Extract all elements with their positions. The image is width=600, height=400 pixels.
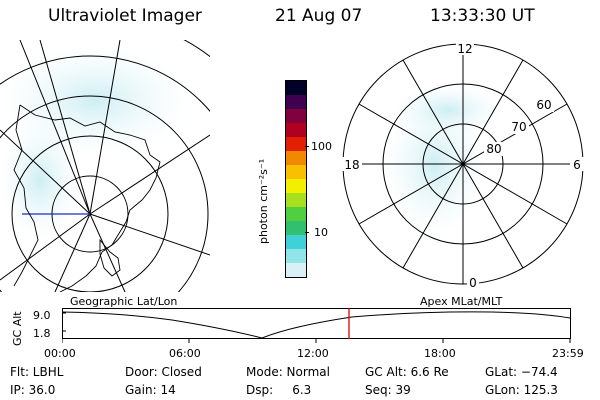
altitude-xtick-1200: 12:00 [297, 347, 329, 360]
status-ip: IP: 36.0 [10, 383, 56, 397]
colorbar-band [286, 179, 306, 193]
colorbar-band [286, 263, 306, 277]
polar-plot: 12 18 6 0 60 70 80 [342, 42, 584, 290]
mlt-label-12: 12 [457, 42, 472, 56]
aurora-glow [393, 85, 503, 135]
colorbar [285, 80, 307, 278]
geographic-map-label: Geographic Lat/Lon [70, 295, 178, 308]
colorbar-band [286, 81, 306, 95]
colorbar-band [286, 95, 306, 109]
coastline [99, 238, 121, 277]
lat-label-60: 60 [536, 98, 551, 112]
status-filter: Flt: LBHL [10, 365, 64, 379]
status-glat: GLat: −74.4 [485, 365, 558, 379]
colorbar-band [286, 151, 306, 165]
status-gc-alt: GC Alt: 6.6 Re [365, 365, 449, 379]
status-glon: GLon: 125.3 [485, 383, 558, 397]
time-label: 13:33:30 UT [430, 6, 535, 26]
colorbar-band [286, 249, 306, 263]
colorbar-band [286, 165, 306, 179]
altitude-xtick-1800: 18:00 [424, 347, 456, 360]
lat-label-70: 70 [511, 120, 526, 134]
coastline [13, 104, 161, 292]
colorbar-tick-10: 10 [314, 226, 328, 239]
status-gain: Gain: 14 [125, 383, 176, 397]
mlt-label-0: 0 [469, 276, 477, 290]
altitude-xtick-2359: 23:59 [552, 347, 584, 360]
polar-plot-label: Apex MLat/MLT [420, 295, 503, 308]
altitude-ytick-max: 9.0 [33, 309, 51, 322]
colorbar-tick-100: 100 [311, 140, 332, 153]
altitude-chart [62, 308, 571, 343]
colorbar-band [286, 207, 306, 221]
colorbar-band [286, 221, 306, 235]
mlt-label-6: 6 [573, 158, 581, 172]
colorbar-band [286, 109, 306, 123]
colorbar-band [286, 137, 306, 151]
instrument-title: Ultraviolet Imager [48, 6, 202, 26]
status-dsp: Dsp: 6.3 [246, 383, 312, 397]
altitude-xtick-0600: 06:00 [169, 347, 201, 360]
altitude-ytick-min: 1.8 [33, 327, 51, 340]
colorbar-band [286, 235, 306, 249]
status-seq: Seq: 39 [365, 383, 411, 397]
lat-label-80: 80 [486, 142, 501, 156]
colorbar-band [286, 193, 306, 207]
geographic-map [0, 40, 210, 292]
date-label: 21 Aug 07 [275, 6, 363, 26]
altitude-xtick-0000: 00:00 [44, 347, 76, 360]
colorbar-band [286, 123, 306, 137]
status-door: Door: Closed [125, 365, 202, 379]
mlt-label-18: 18 [344, 158, 359, 172]
altitude-trace [62, 311, 571, 339]
status-mode: Mode: Normal [246, 365, 330, 379]
colorbar-unit-label: photon cm⁻²s⁻¹ [257, 158, 270, 244]
altitude-ylabel: GC Alt [11, 311, 24, 346]
aurora-glow [0, 120, 80, 240]
